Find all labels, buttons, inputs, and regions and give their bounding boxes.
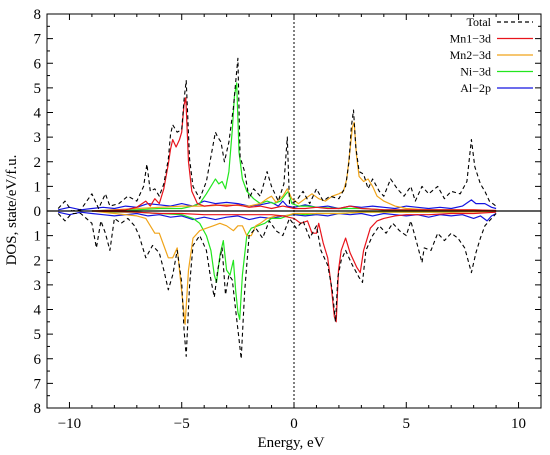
series-total-spin-up bbox=[57, 57, 497, 212]
legend-label-al-2p: Al−2p bbox=[460, 81, 491, 95]
x-tick-label: 0 bbox=[290, 416, 298, 432]
series-mn2-3d-spin-down bbox=[91, 210, 497, 325]
series-mn2-3d-spin-up bbox=[91, 121, 497, 212]
x-tick-label: −10 bbox=[58, 416, 81, 432]
x-axis-title: Energy, eV bbox=[257, 435, 324, 451]
x-tick-label: 10 bbox=[511, 416, 526, 432]
legend-label-mn2-3d: Mn2−3d bbox=[450, 48, 491, 62]
legend-label-total: Total bbox=[467, 15, 492, 29]
y-tick-label: 5 bbox=[34, 327, 42, 343]
series-al-2p-spin-down bbox=[58, 211, 497, 222]
y-tick-label: 7 bbox=[34, 376, 42, 392]
y-tick-label: 1 bbox=[34, 229, 42, 245]
y-tick-label: 2 bbox=[34, 253, 42, 269]
series-mn1-3d-spin-down bbox=[91, 210, 497, 323]
y-tick-label: 7 bbox=[34, 32, 42, 48]
y-tick-label: 3 bbox=[34, 130, 42, 146]
legend: Total Mn1−3d Mn2−3d Ni−3d Al−2p bbox=[450, 15, 533, 95]
x-tick-label: −5 bbox=[174, 416, 190, 432]
y-tick-label: 8 bbox=[34, 401, 42, 417]
y-tick-label: 6 bbox=[34, 56, 42, 72]
y-tick-label: 4 bbox=[34, 303, 42, 319]
series-mn1-3d-spin-up bbox=[91, 97, 497, 212]
series-total-spin-down bbox=[57, 212, 497, 360]
y-tick-label: 1 bbox=[34, 179, 42, 195]
y-tick-label: 6 bbox=[34, 352, 42, 368]
legend-label-ni-3d: Ni−3d bbox=[460, 65, 491, 79]
y-tick-label: 8 bbox=[34, 7, 42, 23]
y-tick-label: 5 bbox=[34, 81, 42, 97]
y-tick-label: 0 bbox=[34, 204, 42, 220]
y-tick-label: 4 bbox=[34, 106, 42, 122]
series-ni-3d-spin-up bbox=[91, 82, 497, 212]
y-tick-label: 3 bbox=[34, 278, 42, 294]
x-tick-label: 5 bbox=[403, 416, 411, 432]
series-ni-3d-spin-down bbox=[91, 210, 497, 320]
y-axis-title: DOS, state/eV/f.u. bbox=[4, 155, 20, 266]
series-group bbox=[57, 57, 497, 360]
legend-label-mn1-3d: Mn1−3d bbox=[450, 32, 491, 46]
y-tick-label: 2 bbox=[34, 155, 42, 171]
